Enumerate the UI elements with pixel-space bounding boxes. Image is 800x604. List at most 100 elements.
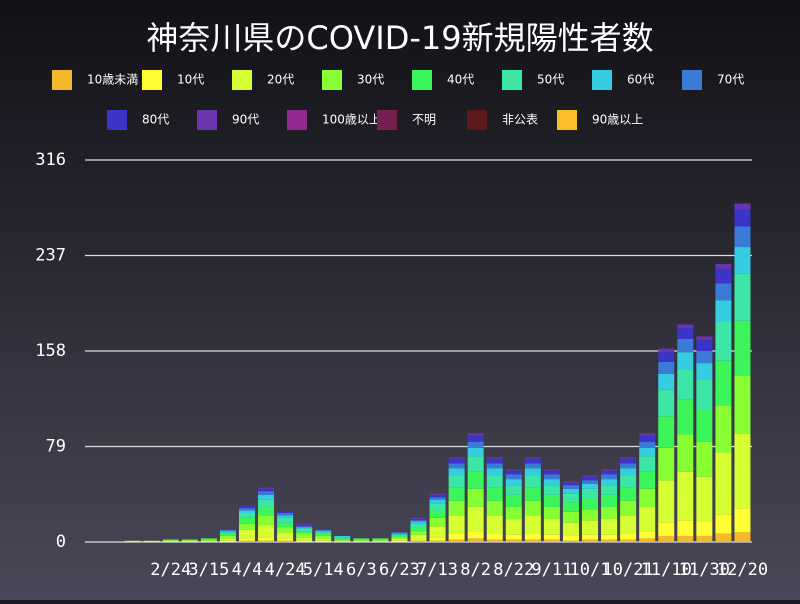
bar-segment xyxy=(410,523,427,528)
bar-segment xyxy=(658,348,675,353)
bar-segment xyxy=(562,488,579,494)
bar-segment xyxy=(296,525,313,527)
bar-segment xyxy=(620,463,637,469)
bar-segment xyxy=(601,539,618,542)
bar-segment xyxy=(372,538,389,540)
bar-segment xyxy=(505,474,522,480)
bar-segment xyxy=(524,539,541,542)
bar-segment xyxy=(486,500,503,516)
bar-segment xyxy=(582,476,599,481)
x-tick-label: 10/1 xyxy=(570,560,611,580)
bar-segment xyxy=(715,533,732,542)
bar-segment xyxy=(543,479,560,486)
bar-segment xyxy=(715,321,732,361)
bar-segment xyxy=(715,300,732,322)
bar-segment xyxy=(582,534,599,540)
x-tick-label: 6/23 xyxy=(379,560,420,580)
bar-segment xyxy=(543,470,560,475)
y-tick-label: 237 xyxy=(35,246,66,266)
bar-segment xyxy=(162,540,179,542)
bar-segment xyxy=(562,493,579,503)
bar-segment xyxy=(410,534,427,540)
bar-segment xyxy=(296,540,313,542)
y-tick-label: 316 xyxy=(35,150,66,170)
x-tick-label: 11/30 xyxy=(679,560,730,580)
x-tick-label: 5/14 xyxy=(303,560,344,580)
bar-segment xyxy=(277,517,294,523)
legend-label: 10歳未満 xyxy=(87,73,138,87)
bar-segment xyxy=(410,521,427,524)
bar-segment xyxy=(505,519,522,535)
bar-segment xyxy=(467,488,484,507)
bar-segment xyxy=(372,539,389,541)
bar-segment xyxy=(296,533,313,538)
bar-segment xyxy=(486,457,503,459)
bar-segment xyxy=(677,520,694,536)
bar-segment xyxy=(391,535,408,538)
bar-segment xyxy=(277,515,294,518)
bar-segment xyxy=(715,268,732,284)
bar-segment xyxy=(486,539,503,542)
bar-segment xyxy=(601,519,618,535)
bar-segment xyxy=(143,540,160,542)
bar-segment xyxy=(181,539,198,541)
bar-segment xyxy=(486,458,503,464)
bar-segment xyxy=(467,441,484,448)
bar-segment xyxy=(658,522,675,536)
bar-segment xyxy=(429,537,446,541)
legend-label: 50代 xyxy=(537,73,564,87)
bar-segment xyxy=(238,517,255,524)
x-tick-label: 8/2 xyxy=(460,560,491,580)
legend-label: 不明 xyxy=(412,113,436,127)
bar-segment xyxy=(601,474,618,480)
bar-segment xyxy=(715,452,732,515)
bar-segment xyxy=(658,389,675,417)
bar-segment xyxy=(696,476,713,522)
bar-segment xyxy=(353,539,370,541)
bar-segment xyxy=(562,522,579,536)
x-tick-label: 2/24 xyxy=(150,560,191,580)
chart-title: 神奈川県のCOVID-19新規陽性者数 xyxy=(146,19,653,57)
bar-segment xyxy=(524,533,541,540)
legend-swatch xyxy=(412,70,432,90)
bar-segment xyxy=(315,538,332,541)
bar-segment xyxy=(582,509,599,521)
bar-segment xyxy=(734,209,751,227)
x-tick-label: 7/13 xyxy=(417,560,458,580)
bar-segment xyxy=(696,535,713,542)
bar-segment xyxy=(334,539,351,541)
legend-label: 90代 xyxy=(232,113,259,127)
bar-segment xyxy=(677,535,694,542)
bar-segment xyxy=(258,540,275,542)
legend-swatch xyxy=(467,110,487,130)
bar-segment xyxy=(124,540,141,542)
bar-segment xyxy=(410,519,427,521)
bar-segment xyxy=(238,538,255,541)
bar-segment xyxy=(620,515,637,534)
bar-segment xyxy=(677,352,694,370)
bar-segment xyxy=(601,479,618,486)
legend-label: 70代 xyxy=(717,73,744,87)
bar-segment xyxy=(543,469,560,471)
bar-segment xyxy=(562,482,579,486)
bar-segment xyxy=(467,471,484,489)
bar-segment xyxy=(639,538,656,542)
bar-segment xyxy=(334,537,351,539)
bar-segment xyxy=(277,522,294,528)
legend-label: 80代 xyxy=(142,113,169,127)
bar-segment xyxy=(277,532,294,539)
bar-segment xyxy=(467,447,484,457)
bar-segment xyxy=(486,487,503,501)
bar-segment xyxy=(238,508,255,511)
bar-segment xyxy=(372,540,389,542)
bar-segment xyxy=(238,512,255,518)
bar-segment xyxy=(429,497,446,500)
bar-segment xyxy=(200,538,217,540)
bar-segment xyxy=(505,469,522,471)
bar-segment xyxy=(238,505,255,509)
bar-segment xyxy=(734,203,751,210)
bar-segment xyxy=(582,483,599,489)
bar-segment xyxy=(658,416,675,448)
legend-swatch xyxy=(592,70,612,90)
x-tick-label: 10/21 xyxy=(603,560,654,580)
